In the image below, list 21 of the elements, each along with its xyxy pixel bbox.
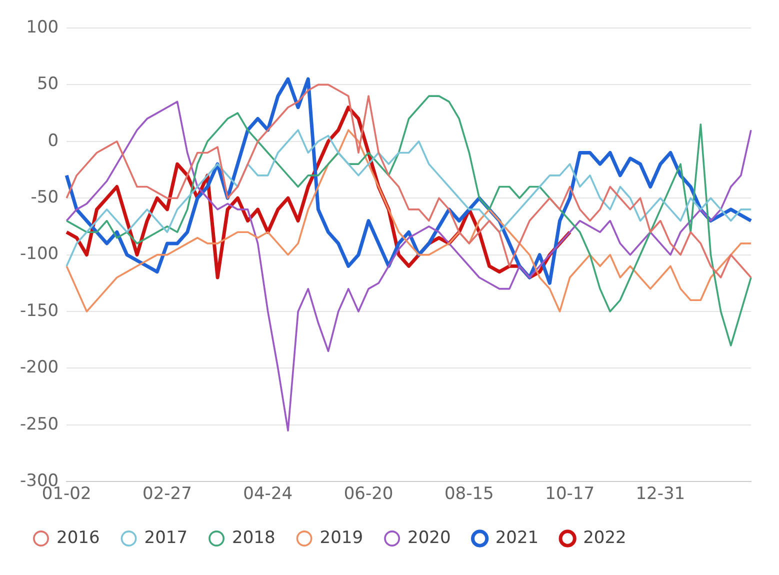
x-tick-label: 10-17 (545, 484, 595, 504)
legend-label: 2021 (495, 528, 539, 548)
x-tick-label: 02-27 (142, 484, 192, 504)
legend-label: 2020 (408, 528, 451, 548)
legend-label: 2019 (320, 528, 364, 548)
legend-label: 2017 (144, 528, 188, 548)
x-tick-label: 12-31 (636, 484, 686, 504)
x-tick-label: 08-15 (444, 484, 494, 504)
y-tick-label: 100 (26, 17, 59, 38)
y-tick-label: 50 (36, 74, 59, 94)
y-tick-label: -150 (20, 300, 59, 321)
y-tick-label: 0 (48, 130, 59, 151)
y-tick-label: -250 (20, 414, 59, 434)
legend-label: 2016 (56, 528, 100, 548)
x-tick-label: 04-24 (243, 484, 293, 504)
legend-label: 2018 (232, 528, 276, 548)
y-tick-label: -200 (20, 358, 59, 378)
x-tick-label: 06-20 (344, 484, 394, 504)
y-tick-label: -50 (30, 188, 59, 208)
y-tick-label: -100 (20, 244, 59, 264)
legend-label: 2022 (583, 528, 626, 548)
